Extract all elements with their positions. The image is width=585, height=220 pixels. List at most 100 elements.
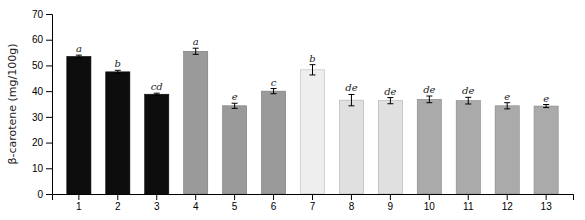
- error-bar-cap: [154, 93, 160, 94]
- error-bar-cap: [543, 104, 549, 105]
- error-bar: [271, 89, 277, 94]
- y-tick-mark: [46, 168, 52, 169]
- error-bar-cap: [193, 48, 199, 49]
- error-bar-stem: [468, 97, 469, 104]
- y-tick-mark: [46, 14, 52, 15]
- x-tick-label: 1: [76, 201, 82, 212]
- y-tick: 20: [32, 137, 52, 148]
- x-tick-mark: [195, 194, 196, 200]
- x-tick: 13: [541, 194, 553, 212]
- x-tick-mark: [390, 194, 391, 200]
- x-tick-mark: [78, 194, 79, 200]
- x-tick: 4: [193, 194, 199, 212]
- error-bar-cap: [426, 102, 432, 103]
- bar: [67, 56, 91, 194]
- significance-letter: b: [309, 53, 315, 64]
- error-bar-stem: [312, 65, 313, 75]
- x-tick-label: 3: [154, 201, 160, 212]
- bar: [145, 94, 169, 194]
- error-bar-cap: [115, 70, 121, 71]
- x-tick-label: 7: [310, 201, 316, 212]
- x-tick-mark: [507, 194, 508, 200]
- y-tick-label: 20: [32, 137, 44, 148]
- x-tick: 6: [271, 194, 277, 212]
- y-tick-label: 50: [32, 60, 44, 71]
- significance-letter: e: [232, 91, 238, 102]
- x-tick-mark: [156, 194, 157, 200]
- significance-letter: de: [423, 84, 435, 95]
- bar: [300, 70, 324, 194]
- bar: [495, 106, 519, 194]
- significance-letter: b: [115, 58, 121, 69]
- y-tick: 70: [32, 9, 52, 20]
- x-tick: 11: [463, 194, 474, 212]
- x-tick-mark: [273, 194, 274, 200]
- error-bar-cap: [76, 57, 82, 58]
- x-tick-mark: [468, 194, 469, 200]
- bar: [456, 101, 480, 194]
- x-tick-label: 6: [271, 201, 277, 212]
- significance-letter: e: [543, 93, 549, 104]
- significance-letter: cd: [151, 81, 163, 92]
- significance-letter: a: [76, 43, 82, 54]
- y-tick-mark: [46, 91, 52, 92]
- x-tick: 12: [502, 194, 514, 212]
- y-tick-label: 60: [32, 34, 44, 45]
- error-bar-stem: [429, 96, 430, 103]
- error-bar-stem: [273, 89, 274, 94]
- bar: [106, 72, 130, 194]
- y-axis: 0 10 20 30 40 50 60 70: [32, 9, 53, 200]
- x-tick-mark: [117, 194, 118, 200]
- error-bar-cap: [271, 88, 277, 89]
- error-bar-cap: [348, 105, 354, 106]
- bar: [378, 101, 402, 194]
- significance-letter: de: [345, 82, 357, 93]
- y-tick: 0: [37, 189, 52, 200]
- x-tick-label: 12: [502, 201, 514, 212]
- x-tick: 2: [115, 194, 121, 212]
- error-bar: [426, 96, 432, 103]
- marks: [67, 48, 558, 194]
- error-bar-stem: [351, 94, 352, 105]
- error-bar-stem: [507, 103, 508, 109]
- y-tick-label: 10: [32, 163, 44, 174]
- bar: [223, 106, 247, 194]
- error-bar-cap: [310, 74, 316, 75]
- x-tick: 5: [232, 194, 238, 212]
- y-tick-mark: [46, 194, 52, 195]
- y-axis-line: [46, 15, 53, 195]
- error-bar-cap: [465, 104, 471, 105]
- plot: 01020304050607012345678910111213abcdaecb…: [32, 9, 574, 212]
- chart: 01020304050607012345678910111213abcdaecb…: [0, 0, 585, 220]
- x-tick-label: 8: [349, 201, 355, 212]
- error-bar: [154, 93, 160, 95]
- y-tick: 60: [32, 34, 52, 45]
- error-bar-cap: [193, 54, 199, 55]
- y-tick-label: 70: [32, 9, 44, 20]
- error-bar-cap: [387, 97, 393, 98]
- bar: [184, 51, 208, 194]
- x-tick-label: 4: [193, 201, 199, 212]
- error-bar-cap: [76, 55, 82, 56]
- error-bar-stem: [195, 48, 196, 54]
- significance-letter: c: [271, 77, 277, 88]
- x-tick: 9: [388, 194, 394, 212]
- y-tick-mark: [46, 117, 52, 118]
- error-bar: [504, 103, 510, 109]
- significance-letter: e: [504, 91, 510, 102]
- y-tick-label: 40: [32, 86, 44, 97]
- x-axis-line: [53, 195, 574, 201]
- x-tick-label: 9: [388, 201, 394, 212]
- x-tick-mark: [351, 194, 352, 200]
- error-bar: [115, 70, 121, 73]
- error-bar-cap: [310, 64, 316, 65]
- x-tick-mark: [546, 194, 547, 200]
- x-tick-mark: [312, 194, 313, 200]
- y-tick-label: 30: [32, 112, 44, 123]
- y-tick-mark: [46, 40, 52, 41]
- error-bar-cap: [232, 103, 238, 104]
- annotations: abcdaecbdedededeee: [76, 36, 549, 103]
- error-bar-cap: [543, 107, 549, 108]
- x-tick-label: 13: [541, 201, 553, 212]
- error-bar-cap: [426, 96, 432, 97]
